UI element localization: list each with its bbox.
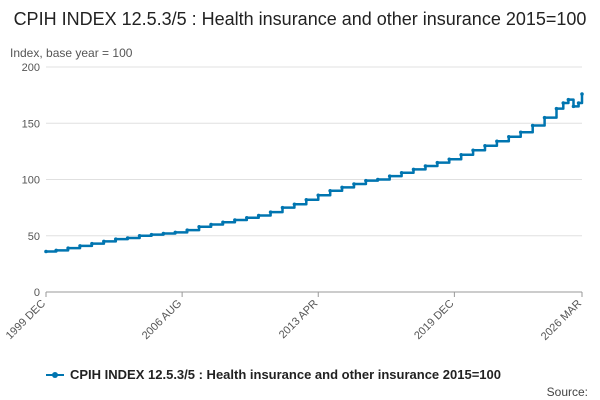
data-point[interactable]: [507, 134, 511, 139]
data-point[interactable]: [576, 101, 581, 105]
y-tick-label: 50: [28, 231, 40, 243]
data-point[interactable]: [125, 236, 130, 240]
data-point[interactable]: [304, 197, 309, 202]
data-point[interactable]: [197, 224, 201, 229]
data-point[interactable]: [364, 178, 368, 183]
data-point[interactable]: [411, 167, 416, 172]
data-point[interactable]: [542, 115, 547, 120]
data-point[interactable]: [78, 244, 82, 248]
data-point[interactable]: [387, 174, 392, 178]
data-point[interactable]: [244, 215, 249, 220]
x-tick-label: 2013 APR: [277, 298, 321, 342]
y-axis-label: Index, base year = 100: [10, 46, 133, 60]
data-point[interactable]: [268, 210, 273, 214]
x-tick-label: 2019 DEC: [412, 298, 456, 342]
data-point[interactable]: [280, 205, 285, 210]
data-point[interactable]: [44, 249, 48, 254]
legend-swatch-icon: [46, 371, 64, 378]
y-tick-label: 150: [22, 118, 40, 130]
data-point[interactable]: [423, 164, 428, 168]
data-point[interactable]: [102, 239, 106, 244]
series-line: [46, 94, 584, 253]
data-point[interactable]: [66, 246, 70, 250]
y-tick-labels: 0 50 100 150 200: [22, 62, 40, 299]
data-point[interactable]: [447, 157, 452, 162]
data-point[interactable]: [90, 241, 94, 246]
data-point[interactable]: [113, 237, 118, 241]
data-point[interactable]: [554, 106, 559, 111]
data-point[interactable]: [161, 231, 166, 236]
data-point[interactable]: [185, 228, 190, 232]
data-point[interactable]: [173, 230, 178, 235]
data-point[interactable]: [352, 182, 356, 186]
data-point[interactable]: [471, 148, 475, 153]
x-tick-label: 2026 MAR: [539, 298, 584, 343]
data-point[interactable]: [149, 232, 154, 237]
legend[interactable]: CPIH INDEX 12.5.3/5 : Health insurance a…: [46, 367, 501, 382]
data-point[interactable]: [495, 139, 499, 144]
y-tick-label: 100: [22, 175, 40, 187]
data-point[interactable]: [518, 130, 523, 135]
data-point[interactable]: [256, 213, 261, 218]
data-point[interactable]: [340, 185, 344, 190]
chart-title: CPIH INDEX 12.5.3/5 : Health insurance a…: [13, 9, 587, 29]
data-point[interactable]: [376, 177, 380, 182]
data-point[interactable]: [292, 202, 297, 207]
data-point[interactable]: [483, 143, 487, 148]
data-point[interactable]: [209, 222, 213, 227]
axes: [45, 291, 583, 297]
data-point[interactable]: [561, 101, 566, 105]
data-point[interactable]: [459, 152, 463, 157]
y-tick-label: 0: [34, 287, 40, 299]
gridlines: [46, 66, 582, 237]
x-tick-label: 1999 DEC: [4, 298, 48, 342]
legend-entry-label: CPIH INDEX 12.5.3/5 : Health insurance a…: [70, 367, 501, 382]
data-point[interactable]: [316, 193, 321, 198]
data-point[interactable]: [399, 170, 404, 175]
data-point[interactable]: [137, 233, 142, 238]
data-point[interactable]: [580, 92, 584, 96]
data-point[interactable]: [530, 123, 535, 128]
data-point[interactable]: [233, 218, 237, 222]
series-group: [44, 92, 584, 254]
data-point[interactable]: [54, 248, 59, 253]
data-point[interactable]: [566, 97, 571, 102]
x-tick-label: 2006 AUG: [140, 298, 184, 342]
x-tick-labels: 1999 DEC 2006 AUG 2013 APR 2019 DEC 2026 MAR: [4, 298, 584, 343]
data-point[interactable]: [221, 220, 225, 225]
source-note: Source:: [546, 385, 588, 399]
data-point[interactable]: [328, 188, 332, 193]
data-point[interactable]: [435, 160, 440, 165]
data-point[interactable]: [571, 104, 576, 109]
y-tick-label: 200: [22, 62, 40, 74]
